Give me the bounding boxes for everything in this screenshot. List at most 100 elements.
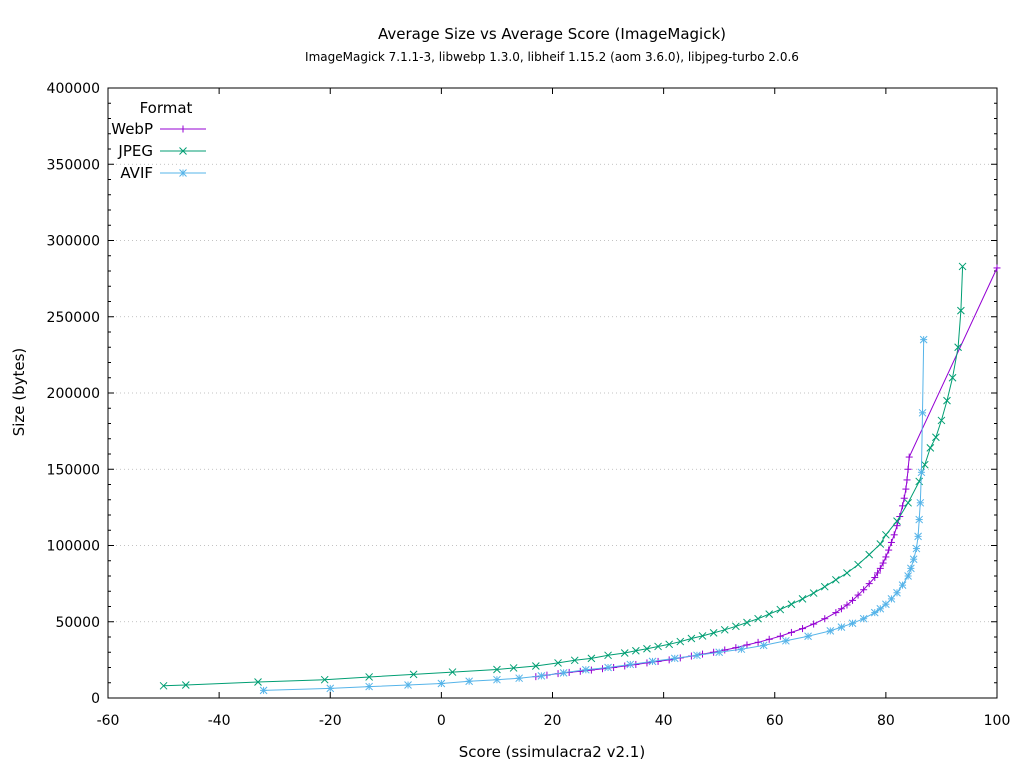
data-point-avif — [919, 335, 928, 344]
data-point-avif — [915, 515, 924, 524]
data-point-jpeg — [320, 675, 329, 684]
legend-title: Format — [140, 99, 193, 117]
data-point-avif — [626, 660, 635, 669]
data-point-jpeg — [865, 550, 874, 559]
data-point-webp — [810, 620, 818, 628]
data-point-webp — [874, 569, 882, 577]
data-point-avif — [870, 608, 879, 617]
chart-subtitle: ImageMagick 7.1.1-3, libwebp 1.3.0, libh… — [305, 50, 799, 64]
data-point-avif — [909, 555, 918, 564]
data-point-jpeg — [776, 605, 785, 614]
data-point-avif — [914, 532, 922, 541]
y-tick-label: 0 — [91, 691, 100, 707]
data-point-jpeg — [448, 668, 457, 676]
data-point-webp — [904, 465, 912, 473]
data-point-jpeg — [570, 656, 579, 665]
data-point-jpeg — [698, 632, 707, 640]
x-tick-label: 0 — [437, 713, 446, 729]
data-point-jpeg — [181, 681, 190, 689]
data-point-jpeg — [587, 654, 596, 663]
data-point-avif — [559, 668, 568, 677]
data-point-jpeg — [159, 681, 168, 690]
data-point-jpeg — [943, 396, 951, 405]
data-point-jpeg — [854, 560, 862, 569]
data-point-jpeg — [409, 670, 418, 679]
data-point-webp — [837, 605, 845, 613]
data-point-jpeg — [754, 614, 762, 623]
data-point-jpeg — [365, 673, 373, 681]
data-point-avif — [581, 665, 590, 674]
data-point-jpeg — [765, 610, 774, 618]
data-point-jpeg — [876, 540, 885, 548]
data-point-avif — [515, 674, 524, 683]
data-point-jpeg — [937, 416, 946, 425]
data-point-jpeg — [798, 595, 807, 603]
data-point-jpeg — [957, 306, 965, 315]
data-point-avif — [759, 641, 768, 650]
data-point-jpeg — [809, 589, 818, 597]
data-point-webp — [832, 609, 840, 617]
data-point-avif — [859, 614, 868, 623]
y-tick-label: 350000 — [47, 157, 100, 173]
data-point-webp — [905, 453, 913, 461]
series-layer — [159, 262, 1001, 695]
data-point-avif — [804, 632, 812, 641]
data-point-webp — [900, 494, 908, 502]
data-point-webp — [885, 546, 893, 554]
data-point-jpeg — [958, 262, 967, 271]
data-point-jpeg — [820, 582, 829, 591]
data-point-webp — [743, 641, 751, 649]
y-tick-label: 200000 — [47, 386, 100, 402]
data-point-webp — [890, 531, 898, 539]
data-point-avif — [916, 498, 925, 507]
data-point-webp — [882, 553, 890, 561]
data-point-avif — [259, 686, 268, 695]
data-point-avif — [826, 627, 835, 635]
x-tick-label: 100 — [984, 713, 1011, 729]
data-point-webp — [860, 586, 868, 594]
data-point-webp — [865, 580, 873, 588]
legend-marker-webp — [179, 125, 187, 133]
data-point-webp — [849, 596, 857, 604]
x-axis-label: Score (ssimulacra2 v2.1) — [459, 743, 645, 761]
data-point-jpeg — [832, 575, 840, 584]
data-point-jpeg — [620, 649, 629, 657]
data-point-avif — [876, 604, 885, 613]
legend-label-jpeg: JPEG — [117, 142, 153, 160]
data-point-webp — [876, 564, 884, 572]
data-point-jpeg — [920, 460, 929, 469]
legend-marker-avif — [179, 169, 187, 177]
data-point-webp — [765, 635, 773, 643]
x-tick-label: -20 — [319, 713, 342, 729]
data-point-avif — [912, 544, 921, 553]
data-point-avif — [715, 648, 724, 657]
data-point-avif — [670, 654, 679, 663]
series-line-jpeg — [163, 266, 964, 687]
data-point-jpeg — [882, 530, 890, 539]
data-point-avif — [907, 564, 915, 573]
data-point-webp — [843, 601, 851, 609]
x-tick-label: -60 — [97, 713, 120, 729]
data-point-jpeg — [654, 642, 662, 651]
data-point-avif — [648, 657, 657, 666]
data-point-avif — [782, 636, 790, 645]
y-tick-label: 150000 — [47, 462, 100, 478]
data-point-webp — [787, 628, 795, 636]
data-point-jpeg — [720, 625, 729, 634]
y-tick-label: 300000 — [47, 234, 100, 250]
data-point-avif — [917, 468, 926, 477]
x-tick-label: 40 — [655, 713, 673, 729]
data-point-avif — [604, 663, 612, 672]
y-tick-label: 400000 — [47, 81, 100, 97]
data-point-jpeg — [709, 629, 718, 637]
data-point-avif — [737, 645, 746, 654]
data-point-webp — [854, 591, 862, 599]
data-point-avif — [918, 408, 927, 417]
data-point-jpeg — [743, 618, 751, 627]
y-axis-label: Size (bytes) — [10, 348, 28, 437]
legend: Format WebP JPEG AVIF — [111, 99, 206, 182]
x-tick-label: 80 — [877, 713, 895, 729]
data-point-jpeg — [787, 600, 796, 609]
grid-lines — [108, 163, 997, 623]
data-point-avif — [493, 675, 501, 684]
